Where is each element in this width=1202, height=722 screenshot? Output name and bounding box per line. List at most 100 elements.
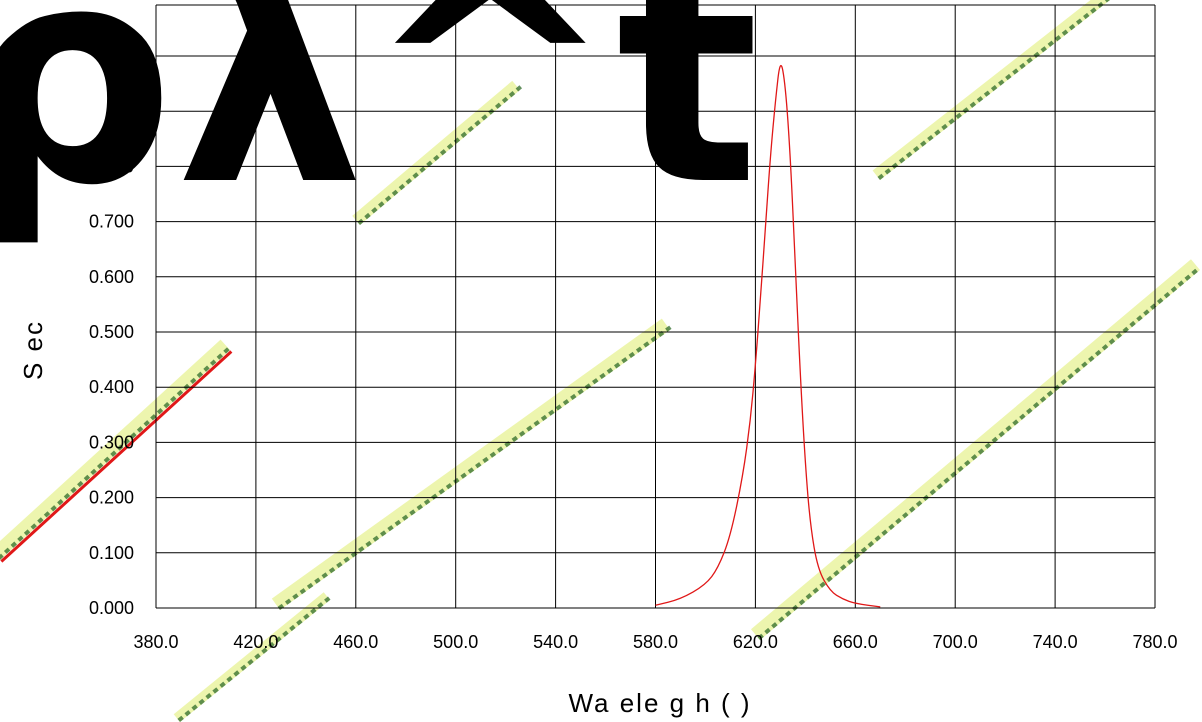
watermark-glyph <box>191 704 198 711</box>
watermark-glyph <box>665 325 672 332</box>
watermark-glyph <box>1108 338 1116 345</box>
watermark-glyph <box>812 587 819 594</box>
watermark-glyph <box>324 596 331 603</box>
watermark-glyph <box>915 500 923 507</box>
watermark-stripe <box>271 318 672 610</box>
watermark-glyph <box>1104 0 1111 3</box>
watermark-glyph <box>460 131 468 138</box>
watermark-glyph <box>0 553 4 560</box>
watermark-glyph <box>460 472 467 479</box>
watermark-glyph <box>50 505 57 512</box>
watermark-glyph <box>398 183 406 191</box>
watermark-glyph <box>212 687 219 694</box>
watermark-glyph <box>1075 18 1083 25</box>
watermark-glyph <box>1068 24 1076 31</box>
watermark-glyph <box>150 414 157 421</box>
watermark-glyph <box>409 509 416 516</box>
watermark-glyph <box>170 395 177 403</box>
x-tick-label: 700.0 <box>933 632 978 652</box>
x-tick-label: 780.0 <box>1132 632 1177 652</box>
watermark-glyph <box>196 371 204 378</box>
watermark-glyph <box>934 129 941 136</box>
watermark-glyph <box>1177 280 1185 287</box>
watermark-glyph <box>983 90 991 97</box>
watermark-glyph <box>216 353 224 360</box>
watermark-glyph <box>1012 419 1019 426</box>
watermark-glyph <box>233 670 240 677</box>
watermark-glyph <box>412 172 419 179</box>
watermark-glyph <box>548 409 555 416</box>
watermark-glyph <box>908 506 916 513</box>
watermark-glyph <box>955 112 962 119</box>
watermark-glyph <box>467 467 475 474</box>
watermark-glyph <box>431 493 438 500</box>
watermark-glyph <box>190 377 197 385</box>
y-tick-label: 0.700 <box>89 212 134 232</box>
x-axis-label: Wa ele g h ( ) <box>568 688 751 718</box>
x-tick-label: 740.0 <box>1033 632 1078 652</box>
watermark-glyph <box>577 388 584 395</box>
watermark-glyph <box>1019 62 1026 70</box>
y-tick-label: 0.000 <box>89 598 134 618</box>
watermark-glyph <box>254 653 261 660</box>
watermark-glyph <box>628 351 635 359</box>
y-tick-label: 0.500 <box>89 322 134 342</box>
chart-grid <box>155 4 1156 609</box>
watermark-glyph <box>445 483 453 490</box>
watermark-glyph <box>384 195 392 202</box>
y-tick-label: 0.400 <box>89 377 134 397</box>
watermark-glyph <box>143 420 150 427</box>
x-tick-label: 420.0 <box>233 632 278 652</box>
watermark-glyph <box>223 347 230 354</box>
watermark-glyph <box>336 561 343 569</box>
watermark-glyph <box>57 499 64 506</box>
watermark-glyph <box>209 359 217 366</box>
watermark-glyph <box>282 630 289 637</box>
watermark-glyph <box>494 102 502 109</box>
watermark-glyph <box>764 627 771 635</box>
watermark-glyph <box>1032 402 1040 409</box>
watermark-glyph <box>1026 57 1033 64</box>
watermark-stripe-light <box>173 592 330 722</box>
watermark-glyph <box>17 535 24 542</box>
watermark-glyph <box>416 504 423 511</box>
watermark-glyph <box>912 146 920 153</box>
watermark-glyph <box>1012 68 1019 75</box>
watermark-glyph <box>929 488 937 496</box>
watermark-glyph <box>43 511 51 518</box>
watermark-glyph <box>1046 390 1054 397</box>
watermark-glyph <box>163 401 170 409</box>
watermark-glyph <box>314 577 321 584</box>
watermark-glyph <box>874 535 881 542</box>
watermark-glyph <box>177 715 184 722</box>
watermark-glyph <box>1054 35 1062 42</box>
watermark-glyph <box>881 529 888 536</box>
watermark-glyph <box>63 492 71 500</box>
watermark-glyph <box>1026 407 1033 415</box>
watermark-glyph <box>438 488 445 495</box>
watermark-glyph <box>306 582 314 590</box>
watermark-glyph <box>176 389 184 397</box>
watermark-glyph <box>778 616 785 623</box>
watermark-glyph <box>426 160 433 167</box>
watermark-glyph <box>1090 7 1097 14</box>
watermark-glyph <box>1039 396 1047 403</box>
watermark-glyph <box>310 607 317 615</box>
y-tick-label: 0.800 <box>89 156 134 176</box>
y-axis-ticks: 0.000 0.100 0.200 0.300 0.400 0.500 0.600 0.700… <box>89 156 134 618</box>
watermark-glyph <box>1083 12 1090 20</box>
y-axis-label: S ec <box>18 320 48 380</box>
watermark-glyph <box>289 624 296 632</box>
watermark-glyph <box>643 341 650 348</box>
watermark-glyph <box>358 546 365 553</box>
watermark-glyph <box>136 426 144 433</box>
x-tick-label: 660.0 <box>833 632 878 652</box>
watermark-glyph <box>184 710 191 717</box>
watermark-glyph <box>533 420 540 427</box>
watermark-glyph <box>984 442 992 449</box>
watermark-glyph <box>1081 361 1088 368</box>
watermark-glyph <box>599 372 606 380</box>
watermark-glyph <box>482 456 489 464</box>
watermark-glyph <box>1005 73 1012 81</box>
watermark-glyph <box>884 168 892 175</box>
